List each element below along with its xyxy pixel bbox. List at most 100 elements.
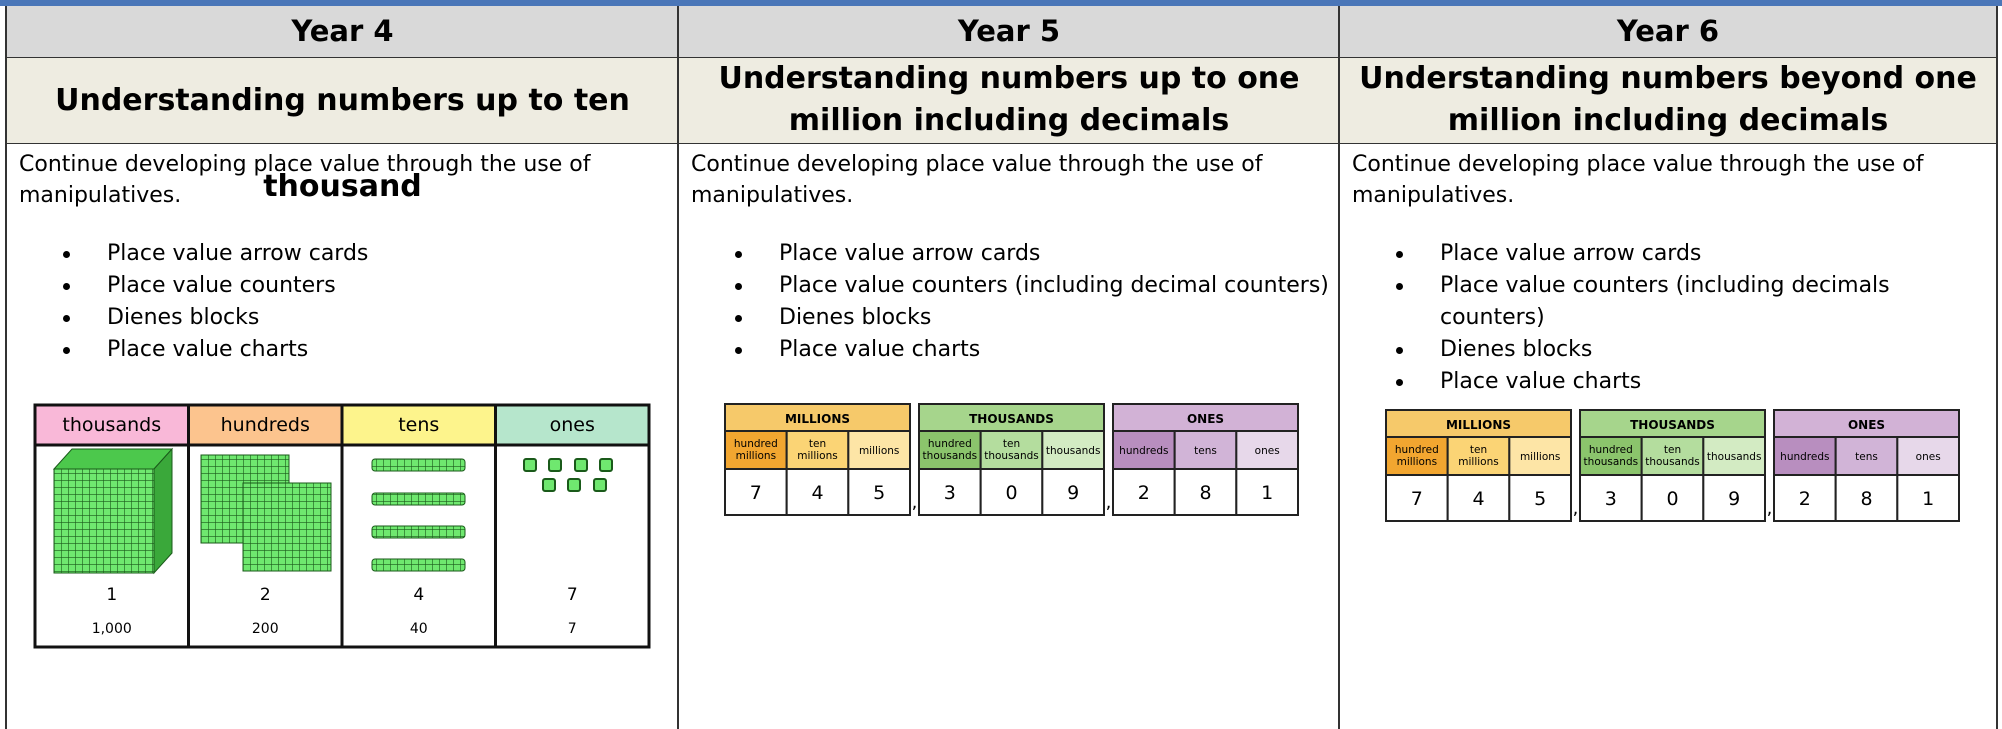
digit-cell — [1235, 468, 1299, 516]
digit: 1 — [106, 585, 117, 605]
bullet-item: Place value counters — [63, 270, 368, 302]
intro: Continue developing place value through … — [1352, 152, 1924, 208]
digit: 0 — [1005, 482, 1017, 504]
separator: , — [912, 492, 918, 513]
one-cube — [548, 458, 562, 472]
place-name: hundreds — [1119, 445, 1168, 457]
bullet-list: Place value arrow cards Place value count… — [735, 238, 1329, 366]
digit: 3 — [944, 482, 956, 504]
group-header — [1385, 409, 1572, 438]
place-cell — [1446, 436, 1511, 476]
digit: 4 — [413, 585, 424, 605]
digit: 9 — [1728, 488, 1740, 510]
ten-rod — [371, 458, 466, 472]
group-header — [1773, 409, 1960, 438]
place-name: hundred millions — [734, 438, 778, 462]
bullet-item: Place value arrow cards — [63, 238, 368, 270]
digit: 1 — [1261, 482, 1273, 504]
heading: Understanding numbers up to one million … — [679, 58, 1339, 144]
place-cell — [979, 430, 1044, 470]
bullet-item: Dienes blocks — [735, 302, 1329, 334]
group-header — [918, 403, 1105, 432]
cube-front — [53, 468, 155, 574]
place-name: hundred thousands — [1584, 444, 1639, 468]
heading: Understanding numbers up to ten thousand — [7, 58, 678, 204]
place-name: ten thousands — [984, 438, 1039, 462]
digit-cell — [1446, 474, 1511, 522]
intro: Continue developing place value through … — [691, 152, 1263, 208]
bullet-list: Place value arrow cards Place value count… — [1396, 238, 1996, 398]
digit: 7 — [750, 482, 762, 504]
digit-cell — [1508, 474, 1573, 522]
separator: , — [1106, 492, 1112, 513]
cube-side — [153, 447, 173, 575]
place-name: hundred millions — [1395, 444, 1439, 468]
year: Year 6 — [1340, 6, 1996, 58]
group-name: MILLIONS — [785, 412, 850, 426]
separator: , — [1767, 498, 1773, 519]
year: Year 4 — [7, 6, 678, 58]
place-name: hundred thousands — [923, 438, 978, 462]
column: Year 4 Understanding numbers up to ten t… — [5, 6, 678, 729]
year: Year 5 — [679, 6, 1339, 58]
digit: 2 — [1799, 488, 1811, 510]
digit: 8 — [1860, 488, 1872, 510]
bullet-item: Dienes blocks — [63, 302, 368, 334]
digit: 4 — [1472, 488, 1484, 510]
digit: 2 — [1138, 482, 1150, 504]
group-name: MILLIONS — [1446, 418, 1511, 432]
intro: Continue developing place value through … — [19, 152, 591, 208]
bullet-item: Place value arrow cards — [1396, 238, 1996, 270]
digit: 2 — [260, 585, 271, 605]
place-name: millions — [859, 445, 899, 457]
place-value-chart: thousands 1 1,000 hundreds 2 200 tens 4 40 ones 7 7 — [33, 403, 651, 649]
value: 200 — [252, 621, 279, 637]
ten-rod — [371, 558, 466, 572]
one-cube — [567, 478, 581, 492]
group-header — [1579, 409, 1766, 438]
place-value-chart: MILLIONS hundred millions 7 ten millions 4 mill… — [1385, 409, 1960, 522]
group-name: THOUSANDS — [969, 412, 1054, 426]
bullet-item: Place value arrow cards — [735, 238, 1329, 270]
group-name: ONES — [1848, 418, 1885, 432]
body-cell — [494, 443, 651, 649]
column: Year 6 Understanding numbers beyond one … — [1338, 6, 1998, 729]
digit: 5 — [1534, 488, 1546, 510]
ten-rod — [371, 525, 466, 539]
one-cube — [523, 458, 537, 472]
place-name: tens — [1855, 451, 1878, 463]
digit-cell — [847, 468, 912, 516]
ten-rod — [371, 492, 466, 506]
digit-cell — [1173, 468, 1238, 516]
digit-cell — [1041, 468, 1106, 516]
place-name: tens — [1194, 445, 1217, 457]
group-name: THOUSANDS — [1630, 418, 1715, 432]
header-label: hundreds — [221, 414, 310, 436]
place-name: thousands — [1707, 451, 1762, 463]
header-label: tens — [398, 414, 439, 436]
top-bar — [0, 0, 2002, 6]
header-cell — [340, 403, 497, 447]
hundred-flat — [242, 482, 332, 572]
digit-cell — [918, 468, 982, 516]
bullet-item: Place value charts — [735, 334, 1329, 366]
body-cell — [340, 443, 497, 649]
digit-cell — [1896, 474, 1960, 522]
place-name: hundreds — [1780, 451, 1829, 463]
place-name: ones — [1255, 445, 1280, 457]
place-name: ten millions — [1458, 444, 1498, 468]
digit: 4 — [811, 482, 823, 504]
bullet-item: Place value charts — [1396, 366, 1996, 398]
digit: 9 — [1067, 482, 1079, 504]
one-cube — [574, 458, 588, 472]
cube-top — [52, 448, 174, 470]
header-label: ones — [550, 414, 595, 436]
digit-cell — [724, 468, 788, 516]
digit: 0 — [1666, 488, 1678, 510]
place-cell — [1235, 430, 1299, 470]
digit-cell — [979, 468, 1044, 516]
column: Year 5 Understanding numbers up to one m… — [677, 6, 1339, 729]
place-cell — [918, 430, 982, 470]
separator: , — [1573, 498, 1579, 519]
